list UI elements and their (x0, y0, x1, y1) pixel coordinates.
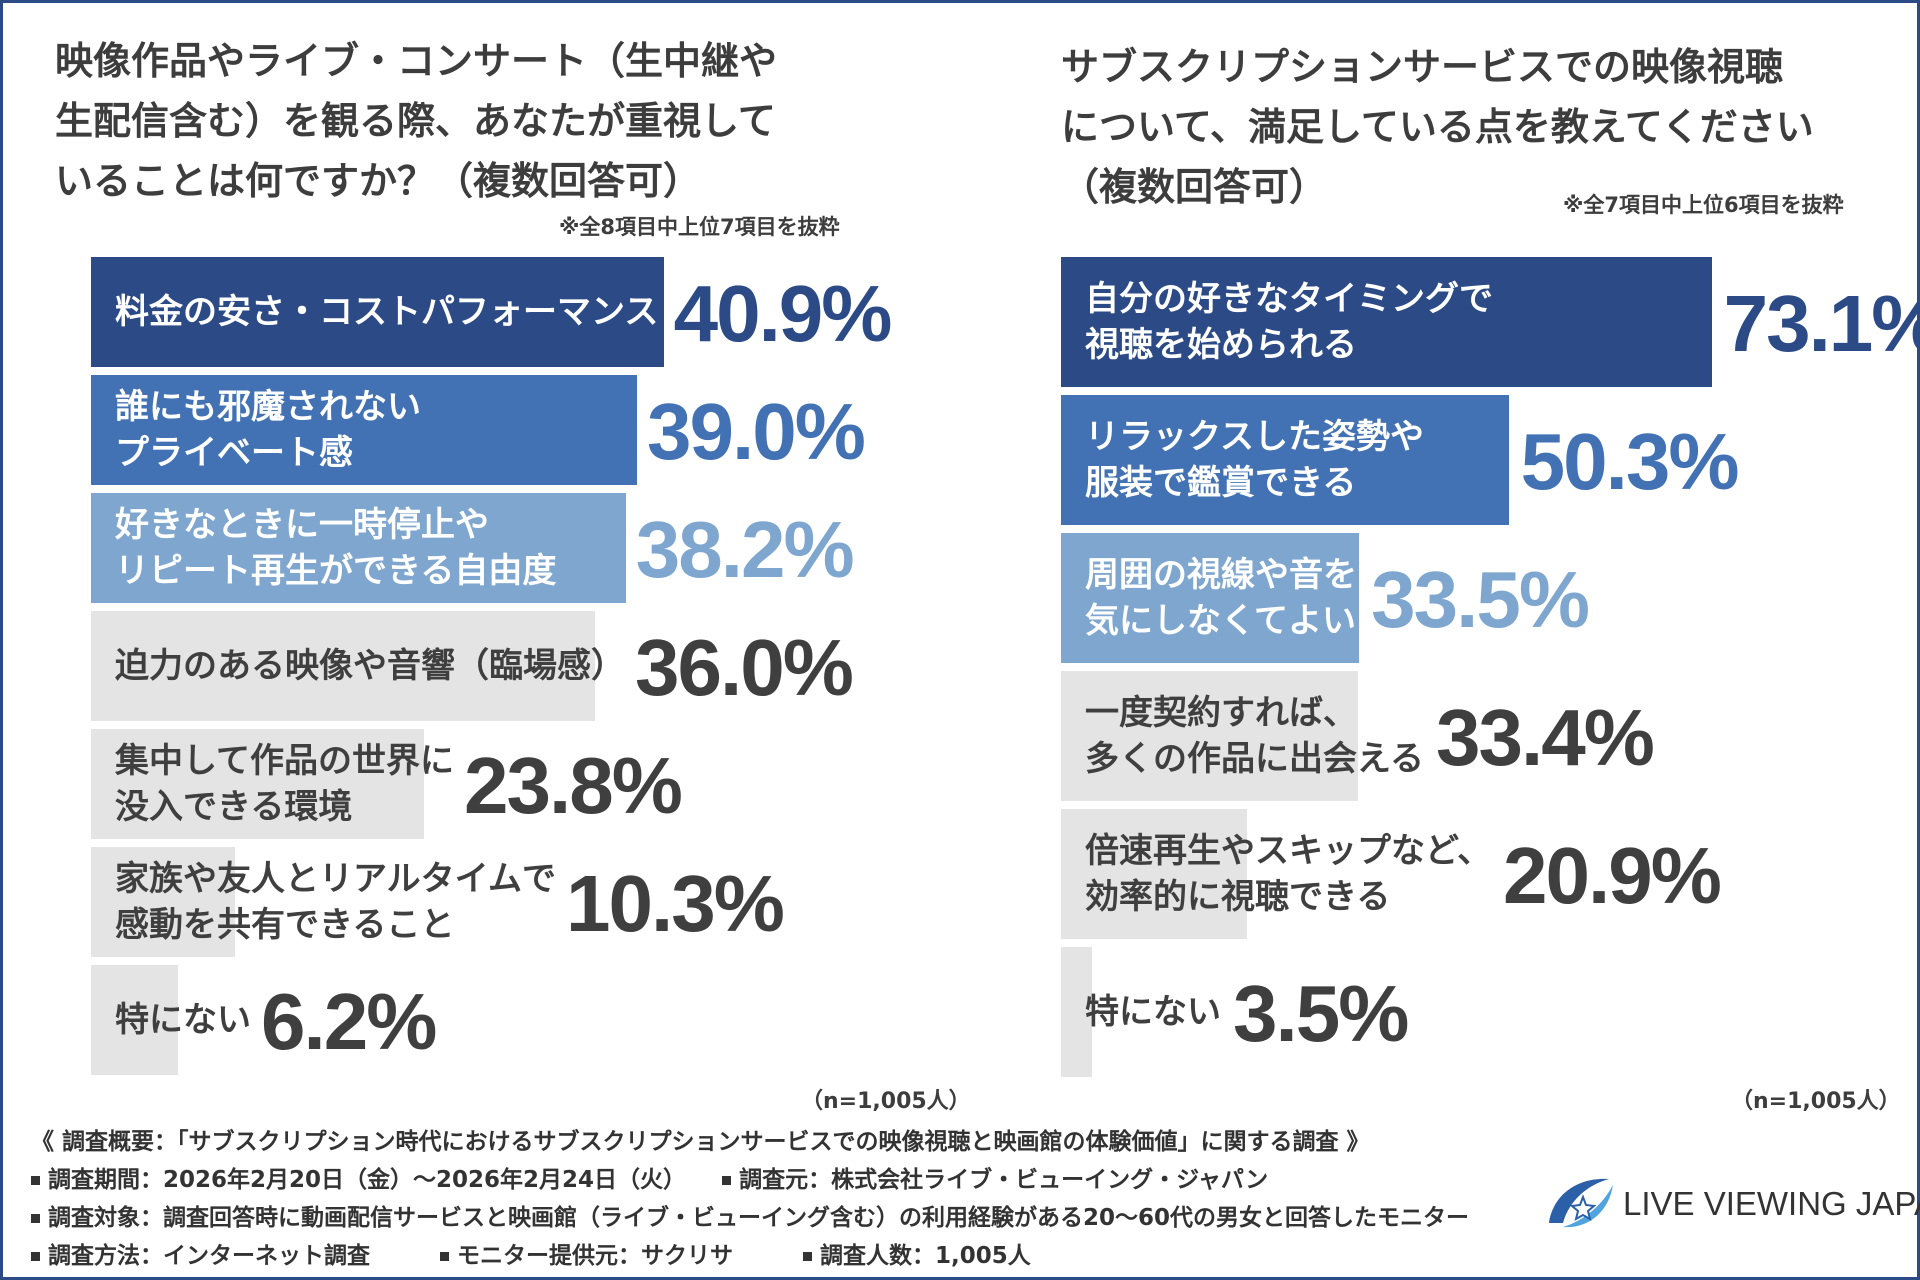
bar-label-5: 倍速再生やスキップなど、 効率的に視聴できる (1085, 831, 1492, 917)
survey-provider: モニター提供元：サクリサ (457, 1243, 733, 1269)
bar-label-4: 迫力のある映像や音響（臨場感） (115, 646, 625, 686)
value-label-3: 33.5% (1371, 555, 1590, 644)
survey-method: 調査方法：インターネット調査 (48, 1243, 370, 1269)
bar-6 (1061, 947, 1093, 1077)
bar-label-3: 好きなときに一時停止や リピート再生ができる自由度 (115, 505, 557, 591)
value-label-2: 39.0% (647, 387, 866, 476)
bar-3 (91, 493, 626, 603)
right-bar-chart: 自分の好きなタイミングで 視聴を始められる 73.1% リラックスした姿勢や 服装で… (1061, 257, 1920, 1083)
left-chart-note: ※全8項目中上位7項目を抜粋 (559, 215, 840, 239)
survey-row-3: 調査方法：インターネット調査 モニター提供元：サクリサ 調査人数：1,005人 (31, 1237, 1511, 1275)
value-label-2: 50.3% (1520, 417, 1740, 506)
bullet-square-icon (31, 1214, 40, 1223)
value-label-7: 6.2% (261, 977, 437, 1066)
bar-label-6: 家族や友人とリアルタイムで 感動を共有できること (115, 859, 556, 945)
bar-4 (1061, 671, 1359, 801)
bar-1 (1061, 257, 1712, 387)
bar-label-1: 自分の好きなタイミングで 視聴を始められる (1085, 279, 1493, 365)
survey-row-1: 調査期間：2026年2月20日（金）～2026年2月24日（火） 調査元：株式会社… (31, 1161, 1511, 1199)
value-label-4: 33.4% (1436, 693, 1655, 782)
bar-label-2: リラックスした姿勢や 服装で鑑賞できる (1085, 417, 1424, 503)
bullet-square-icon (31, 1176, 40, 1185)
logo-text: LIVE VIEWING JAPAN (1623, 1185, 1920, 1222)
bar-label-5: 集中して作品の世界に 没入できる環境 (115, 741, 454, 827)
bar-3 (1061, 533, 1360, 663)
company-logo: LIVE VIEWING JAPAN (1543, 1171, 1920, 1239)
bar-label-1: 料金の安さ・コストパフォーマンス (115, 292, 659, 332)
bar-label-6: 特にない (1085, 992, 1221, 1032)
value-label-4: 36.0% (635, 623, 854, 712)
value-label-5: 20.9% (1503, 831, 1722, 920)
value-label-1: 40.9% (673, 269, 893, 358)
value-label-5: 23.8% (464, 741, 683, 830)
bar-6 (91, 847, 236, 957)
right-chart-note: ※全7項目中上位6項目を抜粋 (1563, 193, 1844, 217)
survey-row-2: 調査対象：調査回答時に動画配信サービスと映画館（ライブ・ビューイング含む）の利用… (31, 1199, 1511, 1237)
value-label-6: 10.3% (566, 859, 785, 948)
bullet-square-icon (722, 1176, 732, 1185)
survey-period: 調査期間：2026年2月20日（金）～2026年2月24日（火） (48, 1167, 687, 1193)
bar-label-2: 誰にも邪魔されない プライベート感 (115, 387, 421, 473)
bar-1 (91, 257, 664, 367)
survey-source: 調査元：株式会社ライブ・ビューイング・ジャパン (739, 1167, 1269, 1193)
left-bar-chart: 料金の安さ・コストパフォーマンス 40.9% 誰にも邪魔されない プライベート感 39… (91, 257, 991, 1083)
survey-overview: 《 調査概要：「サブスクリプション時代におけるサブスクリプションサービスでの映像… (31, 1123, 1511, 1275)
survey-target: 調査対象：調査回答時に動画配信サービスと映画館（ライブ・ビューイング含む）の利用… (48, 1205, 1470, 1231)
survey-heading: 《 調査概要：「サブスクリプション時代におけるサブスクリプションサービスでの映像… (31, 1129, 1370, 1155)
bar-2 (1061, 395, 1509, 525)
value-label-6: 3.5% (1233, 969, 1409, 1058)
right-chart-title: サブスクリプションサービスでの映像視聴 について、満足している点を教えてください… (1061, 45, 1814, 209)
survey-count: 調査人数：1,005人 (820, 1243, 1031, 1269)
value-label-3: 38.2% (635, 505, 855, 594)
value-label-1: 73.1% (1723, 279, 1920, 368)
bar-5 (1061, 809, 1247, 939)
bullet-square-icon (803, 1252, 812, 1261)
bar-label-4: 一度契約すれば、 多くの作品に出会える (1085, 693, 1424, 779)
lvj-logo-icon (1549, 1178, 1613, 1228)
left-chart-title: 映像作品やライブ・コンサート（生中継や 生配信含む）を観る際、あなたが重視して … (55, 39, 778, 203)
bar-2 (91, 375, 637, 485)
bar-4 (91, 611, 595, 721)
bullet-square-icon (440, 1252, 449, 1261)
right-sample-size: （n=1,005人） (1731, 1089, 1901, 1114)
left-sample-size: （n=1,005人） (801, 1089, 971, 1114)
bar-7 (91, 965, 178, 1075)
bullet-square-icon (31, 1252, 40, 1261)
bar-5 (91, 729, 425, 839)
bar-label-7: 特にない (115, 1000, 251, 1040)
bar-label-3: 周囲の視線や音を 気にしなくてよい (1085, 555, 1357, 641)
